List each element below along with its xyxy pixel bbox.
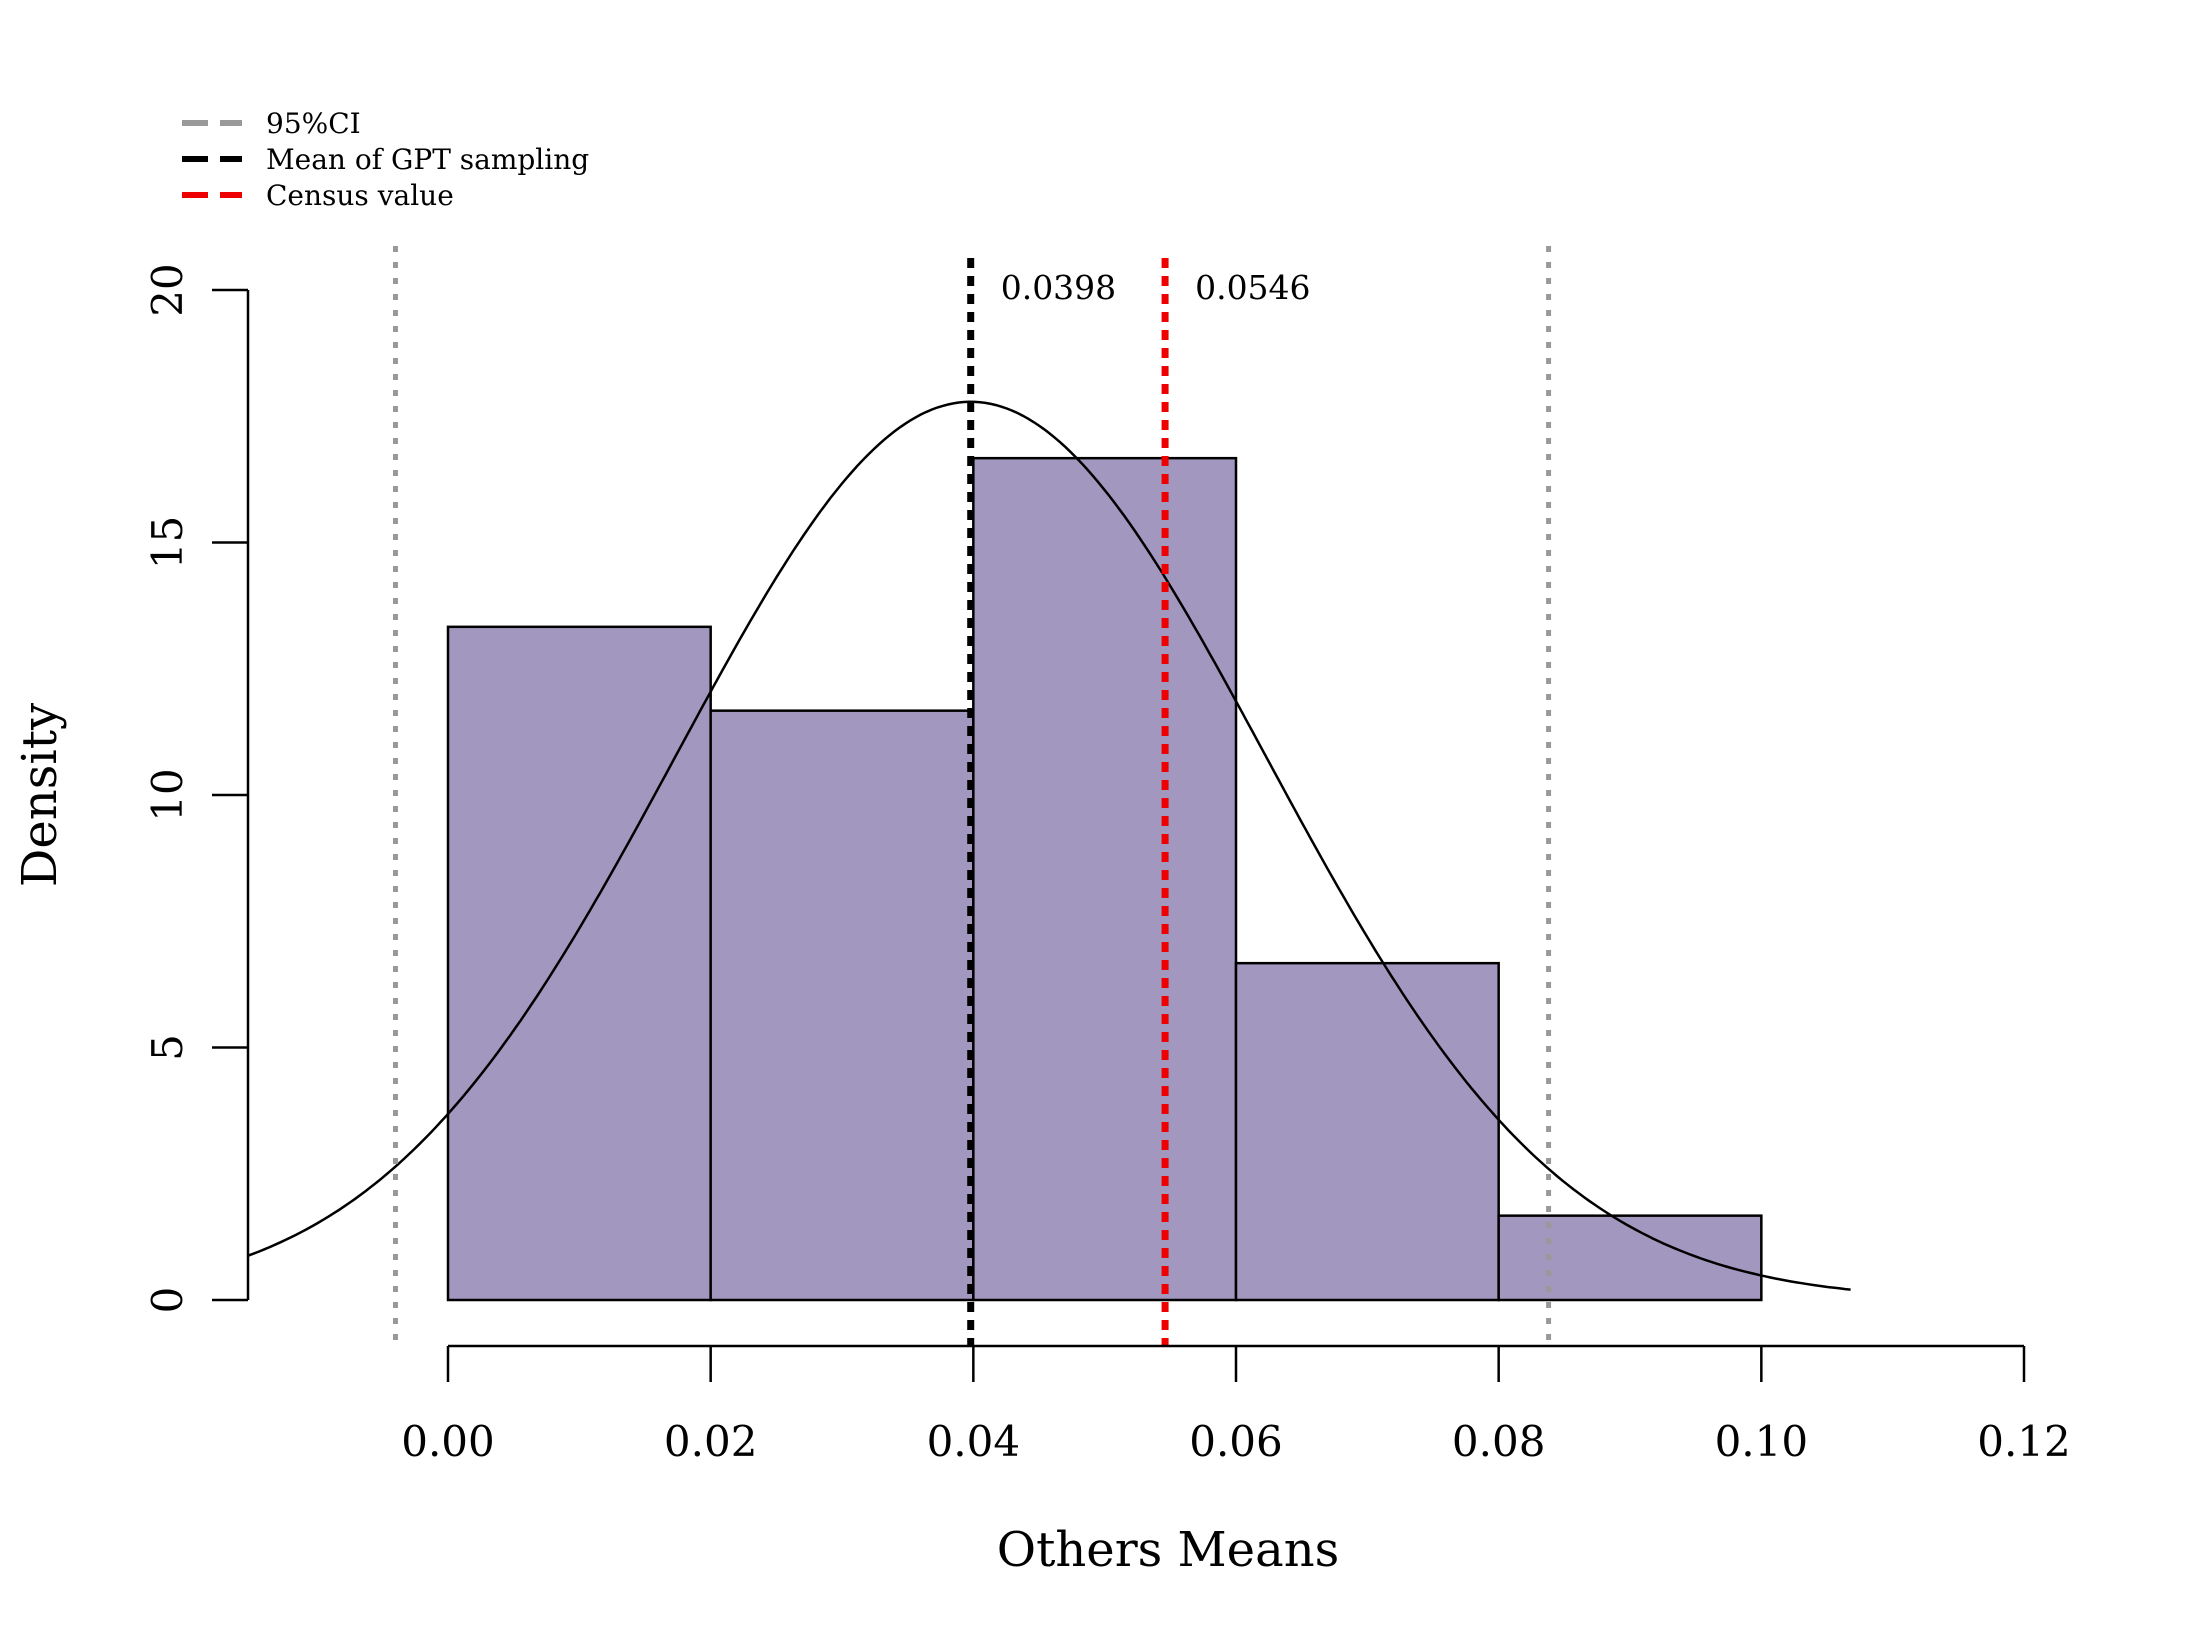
y-tick-label-3: 10 [143,768,192,821]
x-tick-label-1: 0.00 [401,1417,495,1466]
x-tick-label-6: 0.10 [1715,1417,1809,1466]
histogram-bar-1 [446,625,712,1302]
x-tick-label-3: 0.04 [927,1417,1021,1466]
y-tick-label-4: 15 [143,516,192,569]
x-axis-title: Others Means [997,1522,1340,1578]
x-tick-label-7: 0.12 [1977,1417,2071,1466]
census-value-label: 0.0546 [1195,268,1310,307]
x-tick-label-2: 0.02 [664,1417,758,1466]
y-tick-label-5: 20 [143,263,192,316]
y-axis-title: Density [12,703,68,887]
y-tick-label-2: 5 [143,1034,192,1061]
histogram-bars [446,456,1763,1302]
legend-label-1: 95%CI [266,107,361,140]
reference-lines: 0.0398 0.0546 [392,246,1552,1346]
x-tick-label-4: 0.06 [1189,1417,1283,1466]
axes: 0 5 10 15 20 0.00 0.02 0.04 0.06 0.08 0.10 0.12 [143,263,2071,1466]
y-tick-label-1: 0 [143,1287,192,1314]
mean-value-label: 0.0398 [1001,268,1116,307]
histogram-bar-3 [972,456,1238,1302]
normal-density-curve [247,400,1851,1291]
x-tick-label-5: 0.08 [1452,1417,1546,1466]
legend-label-2: Mean of GPT sampling [266,143,589,176]
legend-label-3: Census value [266,179,454,212]
histogram-bar-5 [1497,1214,1763,1302]
histogram-bar-2 [709,709,975,1302]
histogram-bar-4 [1234,961,1500,1302]
normal-curve-layer [247,400,1851,1291]
